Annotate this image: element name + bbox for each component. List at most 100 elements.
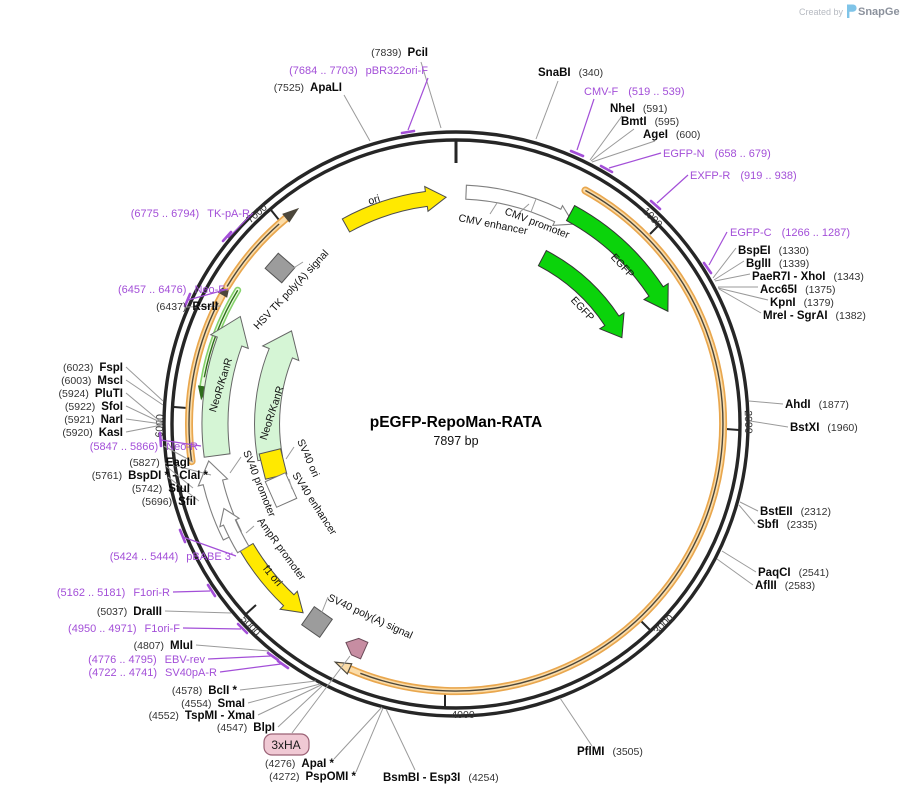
leader-line <box>229 456 242 474</box>
primer-label-neo-r[interactable]: (5847 .. 5866) Neo-R <box>90 441 198 453</box>
enzyme-label-kasi[interactable]: (5920) KasI <box>62 427 123 439</box>
ampr-promoter-arrow[interactable] <box>219 507 250 554</box>
cmv-enhancer-promoter-arrow[interactable] <box>465 184 575 227</box>
enzyme-label-tspmi-xmai[interactable]: (4552) TspMI - XmaI <box>149 710 255 722</box>
primer-label-f1ori-r[interactable]: (5162 .. 5181) F1ori-R <box>57 587 170 599</box>
primer-mark[interactable] <box>599 164 614 174</box>
enzyme-label-msci[interactable]: (6003) MscI <box>61 375 123 387</box>
enzyme-label-paqci[interactable]: PaqCI (2541) <box>758 567 829 579</box>
primer-mark[interactable] <box>221 230 233 243</box>
enzyme-label-bsmbi-esp3i[interactable]: BsmBI - Esp3I (4254) <box>383 772 499 784</box>
tick-2000 <box>725 428 740 431</box>
primer-mark[interactable] <box>183 292 192 308</box>
primer-marks <box>158 77 728 673</box>
enzyme-label-bsteii[interactable]: BstEII (2312) <box>760 506 831 518</box>
enzyme-label-kpni[interactable]: KpnI (1379) <box>770 297 834 309</box>
primer-label-neo-f[interactable]: (6457 .. 6476) Neo-F <box>118 284 225 296</box>
enzyme-label-apai[interactable]: (4276) ApaI * <box>265 758 334 770</box>
feature-arrows <box>197 184 669 660</box>
enzyme-label-pspomi[interactable]: (4272) PspOMI * <box>269 771 356 783</box>
cassette-arc1-centerline <box>188 302 219 462</box>
enzyme-label-pflmi[interactable]: PflMI (3505) <box>577 746 643 758</box>
fusion-insert-arc[interactable] <box>333 186 728 696</box>
enzyme-label-agei[interactable]: AgeI (600) <box>643 129 700 141</box>
enzyme-label-apali[interactable]: (7525) ApaLI <box>274 82 342 94</box>
leader-line <box>288 478 293 490</box>
enzyme-label-bstxi[interactable]: BstXI (1960) <box>790 422 858 434</box>
primer-mark[interactable] <box>649 199 662 211</box>
primer-mark[interactable] <box>400 129 416 135</box>
primer-mark[interactable] <box>236 622 249 635</box>
primer-label-tk-pa-r[interactable]: (6775 .. 6794) TK-pA-R <box>131 208 250 220</box>
enzyme-label-draiii[interactable]: (5037) DraIII <box>97 606 162 618</box>
enzyme-label-aflii[interactable]: AflII (2583) <box>755 580 815 592</box>
primer-label-egfp-n[interactable]: EGFP-N (658 .. 679) <box>663 148 771 160</box>
egfp-arrow-inner[interactable] <box>537 249 625 339</box>
sv40-polya-block[interactable] <box>300 605 334 639</box>
primer-label-egfp-c[interactable]: EGFP-C (1266 .. 1287) <box>730 227 850 239</box>
enzyme-label-bspdi-clai[interactable]: (5761) BspDI * - ClaI * <box>92 470 209 482</box>
neor-kanr-arrow-outer[interactable] <box>201 315 250 458</box>
enzyme-label-fspi[interactable]: (6023) FspI <box>63 362 123 374</box>
primer-label-exfp-r[interactable]: EXFP-R (919 .. 938) <box>690 170 797 182</box>
neor-kanr-arrow-inner[interactable] <box>254 330 300 462</box>
enzyme-label-bmti[interactable]: BmtI (595) <box>621 116 679 128</box>
tick-label-2000: 2000 <box>742 410 754 434</box>
3xha-badge-label: 3xHA <box>271 738 300 752</box>
primer-mark[interactable] <box>266 651 280 662</box>
primer-label-pbr322ori-f[interactable]: (7684 .. 7703) pBR322ori-F <box>289 65 428 77</box>
enzyme-label-stui[interactable]: (5742) StuI <box>132 483 190 495</box>
watermark: Created by SnapGene <box>799 4 900 18</box>
hsv-tk-polya-label[interactable]: HSV TK poly(A) signal <box>251 248 331 332</box>
watermark-brand: SnapGene <box>858 6 900 18</box>
enzyme-label-pluti[interactable]: (5924) PluTI <box>59 388 123 400</box>
sv40-enhancer-label[interactable]: SV40 enhancer <box>289 470 339 538</box>
enzyme-label-ahdi[interactable]: AhdI (1877) <box>785 399 849 411</box>
enzyme-label-rsrii[interactable]: (6437) RsrII <box>156 301 218 313</box>
enzyme-label-sbfi[interactable]: SbfI (2335) <box>757 519 817 531</box>
leader-line <box>519 203 530 213</box>
primer-mark[interactable] <box>276 659 290 670</box>
leader-line <box>245 525 255 534</box>
enzyme-leader-lines <box>125 61 789 773</box>
tick-5000 <box>245 604 257 615</box>
egfp-arrow-outer[interactable] <box>565 204 669 313</box>
primer-label-pbabe-3[interactable]: (5424 .. 5444) pBABE 3' <box>110 551 233 563</box>
primer-mark[interactable] <box>702 261 713 275</box>
enzyme-label-mrei-sgrai[interactable]: MreI - SgrAI (1382) <box>763 310 866 322</box>
enzyme-label-nari[interactable]: (5921) NarI <box>64 414 123 426</box>
enzyme-label-sfii[interactable]: (5696) SfiI <box>142 496 196 508</box>
enzyme-label-eagi[interactable]: (5827) EagI <box>129 457 190 469</box>
primer-mark[interactable] <box>178 528 187 544</box>
enzyme-label-snabi[interactable]: SnaBI (340) <box>538 67 603 79</box>
sv40-polya-label[interactable]: SV40 poly(A) signal <box>326 592 415 642</box>
enzyme-label-mlui[interactable]: (4807) MluI <box>134 640 193 652</box>
primer-label-sv40pa-r[interactable]: (4722 .. 4741) SV40pA-R <box>89 667 218 679</box>
enzyme-label-sfoi[interactable]: (5922) SfoI <box>65 401 123 413</box>
primer-mark[interactable] <box>569 149 585 158</box>
enzyme-label-smai[interactable]: (4554) SmaI <box>181 698 245 710</box>
enzyme-label-blpi[interactable]: (4547) BlpI <box>217 722 275 734</box>
primer-mark[interactable] <box>158 431 163 448</box>
enzyme-label-paer7i-xhoi[interactable]: PaeR7I - XhoI (1343) <box>752 271 864 283</box>
primer-label-cmv-f[interactable]: CMV-F (519 .. 539) <box>584 86 685 98</box>
plasmid-name: pEGFP-RepoMan-RATA <box>370 414 543 431</box>
f1-ori-arrow[interactable] <box>239 542 304 614</box>
3xha-badge[interactable]: 3xHA <box>263 655 351 756</box>
enzyme-label-bglii[interactable]: BglII (1339) <box>746 258 809 270</box>
enzyme-label-bspei[interactable]: BspEI (1330) <box>738 245 809 257</box>
enzyme-label-acc65i[interactable]: Acc65I (1375) <box>760 284 835 296</box>
primer-label-f1ori-f[interactable]: (4950 .. 4971) F1ori-F <box>68 623 180 635</box>
selection-cassette-arc-2[interactable] <box>223 207 300 291</box>
hsv-tk-polya-block[interactable] <box>264 252 296 284</box>
enzyme-label-nhei[interactable]: NheI (591) <box>610 103 667 115</box>
ori-label[interactable]: ori <box>367 193 382 208</box>
primer-mark[interactable] <box>206 583 217 598</box>
leader-line <box>291 261 304 270</box>
enzyme-label-bcli[interactable]: (4578) BclI * <box>172 685 238 697</box>
enzyme-label-pcii[interactable]: (7839) PciI <box>371 47 428 59</box>
ori-arrow[interactable] <box>341 185 448 233</box>
primer-label-ebv-rev[interactable]: (4776 .. 4795) EBV-rev <box>88 654 205 666</box>
cassette-arc2-centerline <box>226 223 280 287</box>
3xha-tag-pentagon[interactable] <box>342 634 369 660</box>
